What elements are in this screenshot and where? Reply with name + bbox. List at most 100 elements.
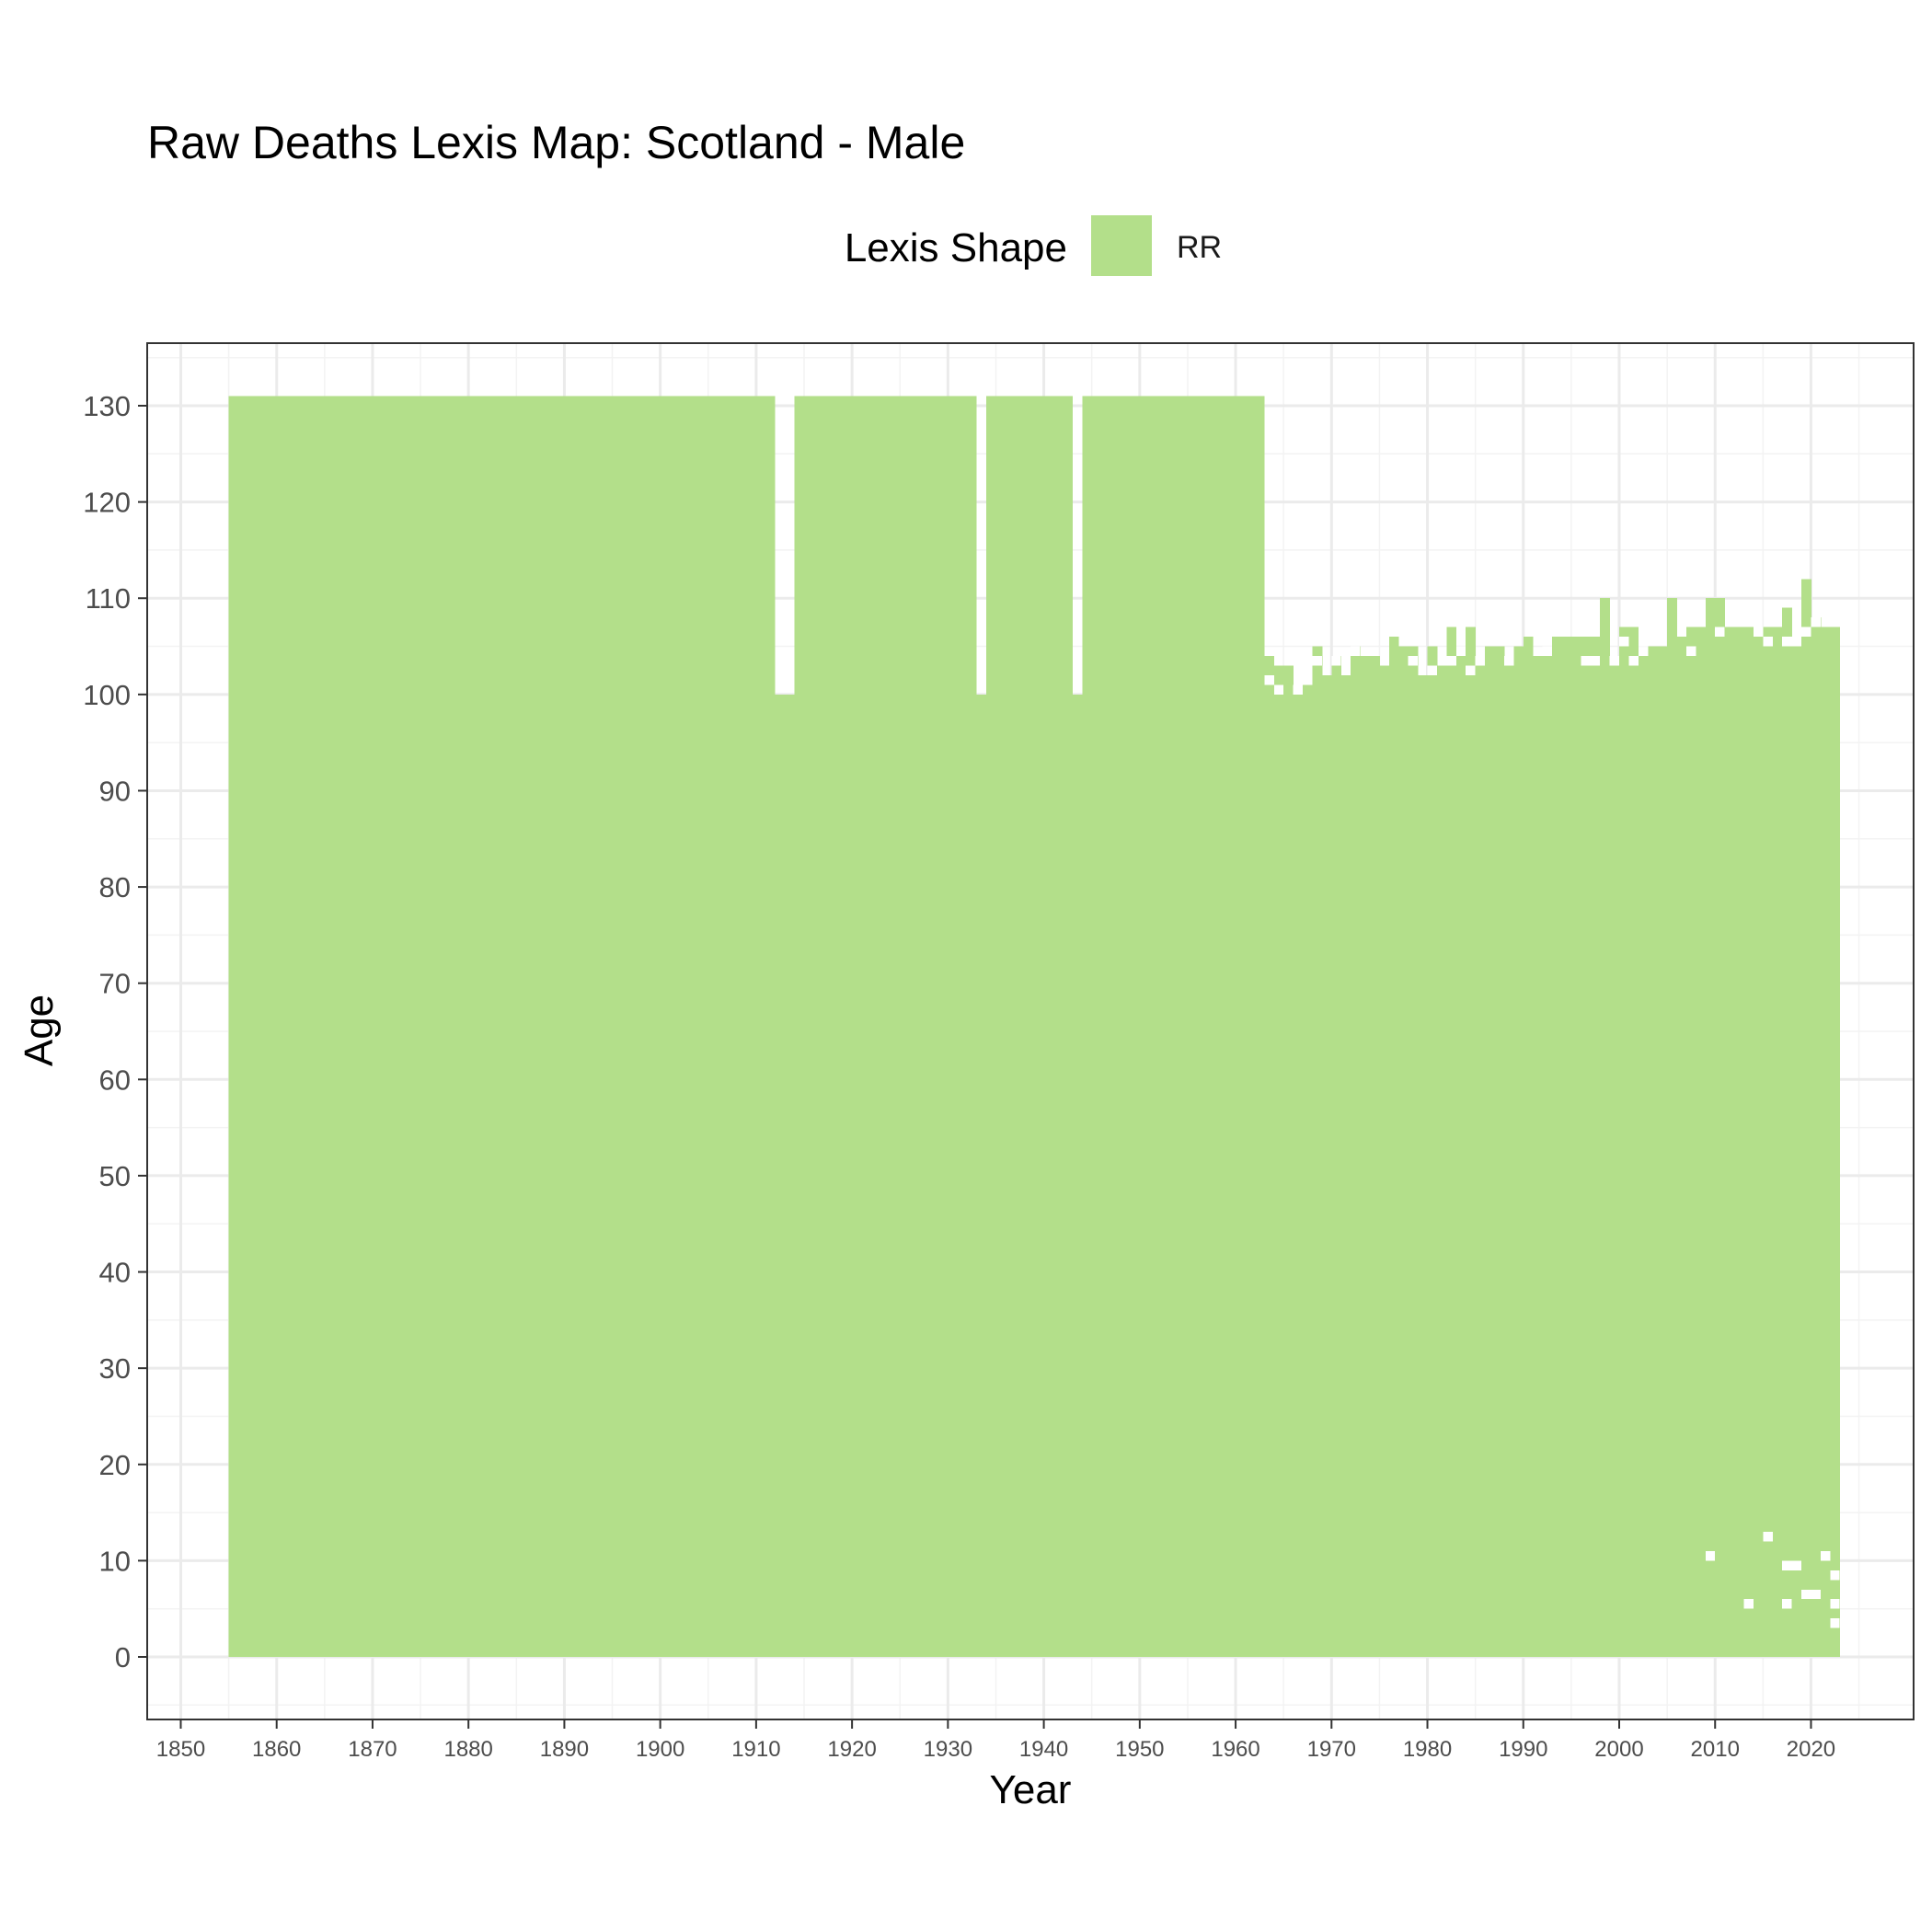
data-column	[1667, 598, 1677, 1658]
data-column	[1455, 646, 1466, 1657]
missing-cell	[1503, 656, 1514, 666]
data-column	[1303, 674, 1313, 1657]
y-tick-label: 90	[99, 775, 131, 807]
data-column	[1427, 646, 1438, 1657]
chart-title: Raw Deaths Lexis Map: Scotland - Male	[147, 117, 965, 168]
data-column	[1466, 627, 1477, 1657]
x-tick-label: 2020	[1787, 1737, 1835, 1762]
missing-cell	[1811, 617, 1821, 627]
x-tick-label: 1870	[348, 1737, 397, 1762]
data-block	[228, 396, 776, 1657]
data-column	[1619, 627, 1629, 1657]
data-column	[1628, 627, 1639, 1657]
y-tick-label: 40	[99, 1257, 131, 1289]
missing-cell	[1705, 1550, 1716, 1561]
data-column	[1696, 627, 1707, 1657]
plot-panel-border	[146, 342, 1915, 1720]
missing-cell	[1801, 627, 1811, 638]
missing-cell	[1475, 656, 1486, 666]
x-tick-label: 1920	[827, 1737, 876, 1762]
missing-cell	[1820, 1550, 1831, 1561]
data-column	[1782, 607, 1793, 1657]
y-tick-label: 80	[99, 871, 131, 903]
missing-cell	[1715, 627, 1725, 638]
x-axis-title: Year	[990, 1767, 1072, 1812]
data-column	[1705, 598, 1716, 1658]
data-column	[1503, 656, 1514, 1657]
data-column	[1408, 646, 1419, 1657]
data-column	[1369, 656, 1380, 1657]
missing-cell	[1685, 646, 1696, 656]
data-column	[1485, 646, 1495, 1657]
y-tick-label: 0	[115, 1641, 131, 1673]
missing-cell	[1638, 637, 1649, 647]
y-tick-label: 130	[83, 390, 131, 422]
missing-cell	[1455, 646, 1466, 656]
missing-cell	[1303, 674, 1313, 685]
data-column	[1648, 646, 1659, 1657]
x-axis: 1850 1860 1870 1880 1890 1900 1910 1920 1930 1940…	[156, 1719, 1835, 1762]
y-tick-label: 10	[99, 1545, 131, 1577]
missing-cell	[1782, 1599, 1792, 1609]
missing-cell	[1763, 637, 1773, 647]
data-column	[1273, 665, 1284, 1657]
legend-title: Lexis Shape	[845, 225, 1067, 270]
missing-cell	[1782, 1560, 1792, 1570]
missing-cell	[1264, 674, 1274, 685]
data-column	[1523, 637, 1534, 1657]
data-column	[1351, 646, 1361, 1657]
x-tick-label: 2000	[1594, 1737, 1643, 1762]
data-column	[1475, 656, 1486, 1657]
data-column	[1715, 598, 1726, 1658]
data-column	[1724, 627, 1735, 1657]
data-block	[794, 396, 977, 1657]
data-column	[1418, 674, 1428, 1657]
data-column	[1552, 637, 1562, 1657]
data-column	[1436, 665, 1447, 1657]
data-column	[1388, 637, 1399, 1657]
data-column	[1379, 665, 1390, 1657]
data-column	[1513, 646, 1524, 1657]
x-tick-label: 1860	[252, 1737, 301, 1762]
data-block	[986, 396, 1073, 1657]
data-column	[1753, 627, 1764, 1657]
missing-cell	[1446, 656, 1456, 666]
x-tick-label: 2010	[1691, 1737, 1740, 1762]
missing-cell	[1830, 1618, 1840, 1628]
missing-cell	[1791, 1560, 1802, 1570]
data-column	[1734, 627, 1744, 1657]
legend-label-rr: RR	[1177, 230, 1222, 265]
missing-cell	[1763, 1532, 1773, 1542]
y-tick-label: 100	[83, 679, 131, 711]
data-column	[1772, 627, 1783, 1657]
x-tick-label: 1950	[1115, 1737, 1164, 1762]
missing-cell	[1830, 1599, 1840, 1609]
data-block	[775, 694, 795, 1657]
missing-cell	[1791, 637, 1802, 647]
data-column	[1581, 637, 1592, 1657]
data-cells	[228, 396, 1841, 1658]
missing-cell	[1743, 1599, 1754, 1609]
missing-cell	[1811, 1589, 1821, 1600]
data-column	[1533, 656, 1544, 1657]
x-tick-label: 1960	[1211, 1737, 1259, 1762]
missing-cell	[1830, 1570, 1840, 1581]
x-tick-label: 1940	[1019, 1737, 1068, 1762]
y-tick-label: 120	[83, 487, 131, 519]
data-column	[1283, 665, 1294, 1657]
y-tick-label: 110	[86, 582, 131, 615]
missing-cell	[1753, 627, 1764, 638]
x-tick-label: 1930	[924, 1737, 972, 1762]
missing-cell	[1782, 637, 1792, 647]
y-tick-label: 20	[99, 1449, 131, 1481]
data-column	[1494, 646, 1505, 1657]
missing-cell	[1408, 656, 1419, 666]
x-tick-label: 1850	[156, 1737, 205, 1762]
data-block	[976, 694, 987, 1657]
missing-cell	[1273, 684, 1284, 695]
missing-cell	[1590, 656, 1601, 666]
x-tick-label: 1970	[1307, 1737, 1356, 1762]
missing-cell	[1466, 665, 1476, 675]
data-column	[1820, 627, 1831, 1657]
data-column	[1293, 684, 1304, 1657]
